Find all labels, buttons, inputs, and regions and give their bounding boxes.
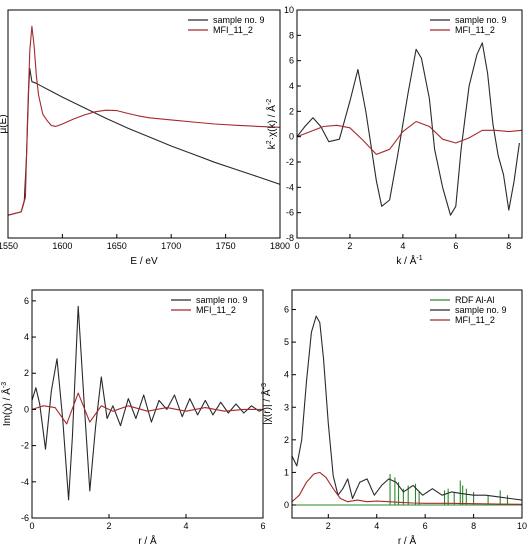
chart-panel-3: 0 2 4 6 -6 -4 -2 0 2 4 6 r / Å Im(χ) / Å-3 sample no.…	[0, 289, 266, 547]
x-tick-label: 0	[294, 241, 299, 251]
x-tick-label: 8	[471, 521, 476, 531]
series-line	[32, 392, 263, 425]
plot-frame	[31, 289, 264, 519]
y-tick-label: 0	[24, 404, 29, 414]
x-tick-label: 1750	[216, 241, 236, 251]
y-tick-label: 6	[24, 296, 29, 306]
series-red	[292, 471, 522, 505]
y-tick-label: 4	[24, 332, 29, 342]
x-tick-label: 6	[453, 241, 458, 251]
y-tick-label: 0	[289, 132, 294, 142]
y-axis-label: |χ(r)| / Å-3	[260, 383, 273, 425]
x-tick-label: 1650	[107, 241, 127, 251]
y-tick-label: -8	[286, 233, 294, 243]
x-axis-label: E / eV	[130, 256, 158, 267]
x-tick-label: 4	[400, 241, 405, 251]
y-axis-label: Im(χ) / Å-3	[0, 382, 13, 426]
x-tick-label: 1700	[161, 241, 181, 251]
y-tick-label: -2	[286, 157, 294, 167]
series-black	[8, 68, 280, 216]
x-tick-label: 1600	[52, 241, 72, 251]
y-tick-label: 2	[284, 435, 289, 445]
y-tick-label: -2	[21, 441, 29, 451]
x-tick-label: 2	[106, 521, 111, 531]
x-tick-label: 4	[183, 521, 188, 531]
chart-panel-2: 0 2 4 6 8 -8 -6 -4 -2 0 2 4 6 8 10 k / Å-1 k2·χ(k) / Å-2…	[265, 5, 523, 267]
y-tick-label: 5	[284, 337, 289, 347]
legend-entry: RDF Al-Al	[455, 295, 495, 305]
y-tick-label: 4	[289, 81, 294, 91]
y-tick-label: -6	[21, 513, 29, 523]
series-red	[297, 120, 522, 155]
chart-panel-1: 1550 1600 1650 1700 1750 1800 E / eV μ(E) sample…	[0, 9, 290, 267]
legend-entry: sample no. 9	[455, 305, 507, 315]
y-tick-label: 4	[284, 370, 289, 380]
legend-entry: sample no. 9	[455, 15, 507, 25]
series-red	[32, 392, 263, 425]
y-tick-label: 0	[284, 500, 289, 510]
x-axis-label: r / Å	[398, 534, 417, 547]
y-tick-label: 2	[24, 368, 29, 378]
series-line	[292, 315, 522, 501]
y-tick-label: -4	[21, 477, 29, 487]
y-tick-label: 6	[289, 56, 294, 66]
y-tick-label: 3	[284, 402, 289, 412]
x-axis-label: r / Å	[138, 534, 157, 547]
x-tick-label: 8	[506, 241, 511, 251]
x-tick-label: 2	[326, 521, 331, 531]
series-black	[292, 315, 522, 501]
y-tick-label: 8	[289, 30, 294, 40]
legend-entry: MFI_11_2	[455, 315, 495, 325]
legend-entry: MFI_11_2	[196, 305, 236, 315]
y-tick-label: 6	[284, 305, 289, 315]
x-tick-label: 6	[260, 521, 265, 531]
series-black	[32, 305, 263, 501]
series-line	[292, 471, 522, 505]
plot-frame	[296, 9, 523, 239]
chart-panel-4: 2 4 6 8 10 0 1 2 3 4 5 6 r / Å |χ(r)| / Å-3 RDF Al-Als…	[260, 289, 527, 547]
y-axis-label: k2·χ(k) / Å-2	[265, 99, 278, 149]
x-tick-label: 1550	[0, 241, 18, 251]
x-axis-label: k / Å-1	[396, 254, 422, 267]
series-line	[8, 25, 280, 216]
y-tick-label: 1	[284, 467, 289, 477]
x-tick-label: 2	[347, 241, 352, 251]
series-line	[32, 305, 263, 501]
x-tick-label: 1800	[270, 241, 290, 251]
x-tick-label: 6	[423, 521, 428, 531]
y-axis-label: μ(E)	[0, 114, 9, 133]
legend-entry: sample no. 9	[213, 15, 265, 25]
series-line	[297, 42, 520, 216]
x-tick-label: 4	[374, 521, 379, 531]
y-tick-label: 10	[284, 5, 294, 15]
series-line	[8, 68, 280, 216]
plot-frame	[291, 289, 523, 519]
y-tick-label: -6	[286, 208, 294, 218]
legend-entry: MFI_11_2	[213, 25, 253, 35]
x-tick-label: 10	[517, 521, 527, 531]
plot-frame	[7, 9, 281, 239]
y-tick-label: -4	[286, 182, 294, 192]
y-tick-label: 2	[289, 106, 294, 116]
series-line	[297, 120, 522, 155]
series-red	[8, 25, 280, 216]
x-tick-label: 0	[29, 521, 34, 531]
series-black	[297, 42, 520, 216]
legend-entry: sample no. 9	[196, 295, 248, 305]
legend-entry: MFI_11_2	[455, 25, 495, 35]
